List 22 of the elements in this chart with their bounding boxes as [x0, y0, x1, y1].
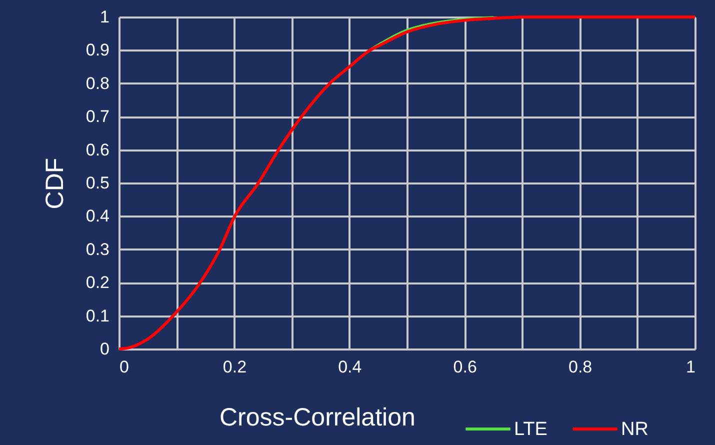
y-tick-label: 0.7 — [86, 107, 110, 126]
y-tick-label: 0.2 — [86, 273, 110, 292]
y-tick-label: 0.4 — [86, 206, 110, 226]
x-tick-label: 0 — [120, 358, 129, 376]
legend-label: LTE — [514, 419, 548, 440]
y-tick-label: 0.5 — [86, 174, 110, 192]
line-series — [118, 16, 696, 350]
y-tick-label: 0.8 — [86, 74, 110, 93]
x-tick-label: 1 — [686, 358, 696, 376]
y-axis-title: CDF — [40, 158, 69, 210]
x-tick-label: 0.4 — [338, 358, 362, 376]
y-tick-label: 0.6 — [86, 140, 110, 160]
y-tick-label: 0.1 — [86, 306, 110, 326]
x-axis-title: Cross-Correlation — [220, 404, 416, 432]
x-tick-label: 0.8 — [568, 358, 592, 376]
y-tick-label: 0 — [100, 340, 110, 358]
legend-label: NR — [621, 419, 648, 440]
x-tick-label: 0.6 — [453, 358, 477, 376]
y-tick-label: 0.9 — [86, 40, 110, 60]
x-tick-label: 0.2 — [222, 358, 247, 376]
y-tick-label: 1 — [100, 8, 110, 26]
y-tick-label: 0.3 — [86, 240, 110, 259]
